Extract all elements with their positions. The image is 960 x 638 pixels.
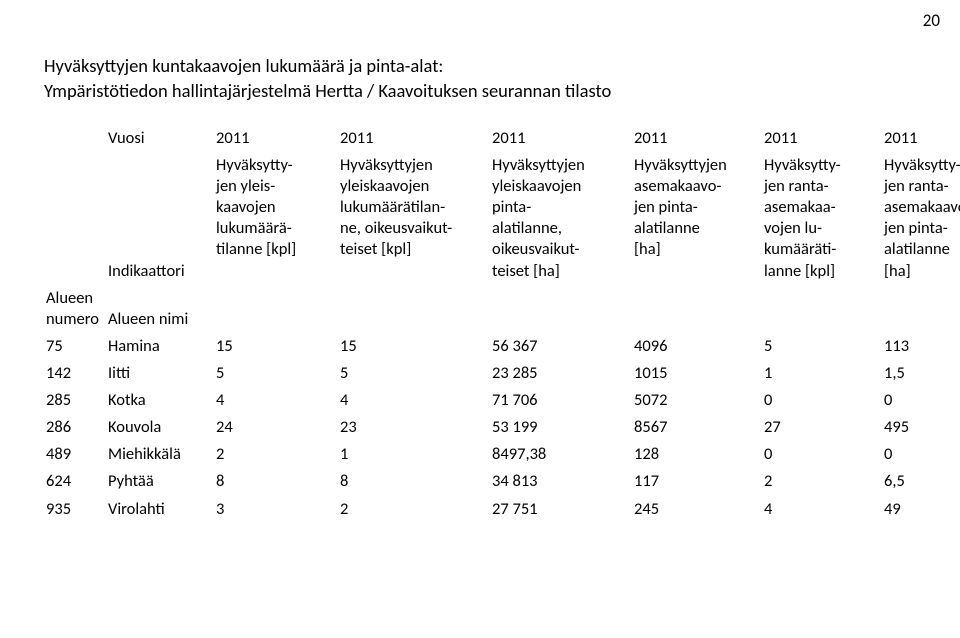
cell: 5072 — [632, 388, 762, 415]
title-block: Hyväksyttyjen kuntakaavojen lukumäärä ja… — [44, 54, 916, 104]
table-row: 286Kouvola242353 199856727495 — [44, 415, 960, 442]
cell: 27 751 — [490, 497, 632, 524]
cell: 1,5 — [882, 361, 960, 388]
col-header-0: Hyväksytty- jen yleis- kaavojen lukumäär… — [214, 153, 338, 286]
area-number: 935 — [44, 497, 106, 524]
year-3: 2011 — [632, 126, 762, 153]
cell: 8 — [214, 469, 338, 496]
indicator-row: Indikaattori Hyväksytty- jen yleis- kaav… — [44, 153, 960, 286]
cell: 24 — [214, 415, 338, 442]
area-number: 285 — [44, 388, 106, 415]
cell: 4 — [214, 388, 338, 415]
area-name: Kotka — [106, 388, 214, 415]
cell: 113 — [882, 334, 960, 361]
page-number: 20 — [923, 10, 940, 31]
cell: 5 — [338, 361, 490, 388]
alueen-nimi-label: Alueen nimi — [106, 286, 214, 334]
area-name: Pyhtää — [106, 469, 214, 496]
area-number: 286 — [44, 415, 106, 442]
cell: 56 367 — [490, 334, 632, 361]
table-row: 935Virolahti3227 751245449 — [44, 497, 960, 524]
data-table: Vuosi 2011 2011 2011 2011 2011 2011 Indi… — [44, 126, 960, 524]
subheader-row: Alueen numero Alueen nimi — [44, 286, 960, 334]
vuosi-label: Vuosi — [106, 126, 214, 153]
cell: 4 — [762, 497, 882, 524]
cell: 53 199 — [490, 415, 632, 442]
cell: 0 — [882, 442, 960, 469]
year-1: 2011 — [338, 126, 490, 153]
cell: 245 — [632, 497, 762, 524]
cell: 71 706 — [490, 388, 632, 415]
cell: 2 — [338, 497, 490, 524]
year-4: 2011 — [762, 126, 882, 153]
table-row: 489Miehikkälä218497,3812800 — [44, 442, 960, 469]
area-name: Iitti — [106, 361, 214, 388]
area-name: Hamina — [106, 334, 214, 361]
cell: 1 — [338, 442, 490, 469]
area-number: 489 — [44, 442, 106, 469]
cell: 117 — [632, 469, 762, 496]
cell: 15 — [214, 334, 338, 361]
cell: 3 — [214, 497, 338, 524]
area-number: 142 — [44, 361, 106, 388]
cell: 0 — [762, 388, 882, 415]
cell: 23 285 — [490, 361, 632, 388]
cell: 4096 — [632, 334, 762, 361]
cell: 8 — [338, 469, 490, 496]
title-line-2: Ympäristötiedon hallintajärjestelmä Hert… — [44, 79, 916, 104]
year-0: 2011 — [214, 126, 338, 153]
title-line-1: Hyväksyttyjen kuntakaavojen lukumäärä ja… — [44, 54, 916, 79]
table-body: 75Hamina151556 36740965113142Iitti5523 2… — [44, 334, 960, 524]
area-name: Kouvola — [106, 415, 214, 442]
cell: 6,5 — [882, 469, 960, 496]
cell: 49 — [882, 497, 960, 524]
col-header-2: Hyväksyttyjen yleiskaavojen pinta- alati… — [490, 153, 632, 286]
cell: 27 — [762, 415, 882, 442]
year-row: Vuosi 2011 2011 2011 2011 2011 2011 — [44, 126, 960, 153]
cell: 15 — [338, 334, 490, 361]
indikaattori-label: Indikaattori — [106, 153, 214, 286]
cell: 128 — [632, 442, 762, 469]
cell: 495 — [882, 415, 960, 442]
alueen-numero-label: Alueen numero — [44, 286, 106, 334]
cell: 0 — [762, 442, 882, 469]
year-5: 2011 — [882, 126, 960, 153]
area-name: Virolahti — [106, 497, 214, 524]
table-row: 75Hamina151556 36740965113 — [44, 334, 960, 361]
col-header-3: Hyväksyttyjen asemakaavo- jen pinta- ala… — [632, 153, 762, 286]
table-row: 142Iitti5523 285101511,5 — [44, 361, 960, 388]
year-2: 2011 — [490, 126, 632, 153]
cell: 4 — [338, 388, 490, 415]
col-header-1: Hyväksyttyjen yleiskaavojen lukumäärätil… — [338, 153, 490, 286]
table-row: 624Pyhtää8834 81311726,5 — [44, 469, 960, 496]
cell: 34 813 — [490, 469, 632, 496]
cell: 5 — [214, 361, 338, 388]
col-header-5: Hyväksytty- jen ranta- asemakaavo- jen p… — [882, 153, 960, 286]
col-header-4: Hyväksytty- jen ranta- asemakaa- vojen l… — [762, 153, 882, 286]
cell: 5 — [762, 334, 882, 361]
table-row: 285Kotka4471 706507200 — [44, 388, 960, 415]
cell: 1015 — [632, 361, 762, 388]
cell: 2 — [214, 442, 338, 469]
cell: 2 — [762, 469, 882, 496]
area-number: 624 — [44, 469, 106, 496]
cell: 8497,38 — [490, 442, 632, 469]
cell: 23 — [338, 415, 490, 442]
cell: 0 — [882, 388, 960, 415]
area-name: Miehikkälä — [106, 442, 214, 469]
cell: 1 — [762, 361, 882, 388]
area-number: 75 — [44, 334, 106, 361]
cell: 8567 — [632, 415, 762, 442]
